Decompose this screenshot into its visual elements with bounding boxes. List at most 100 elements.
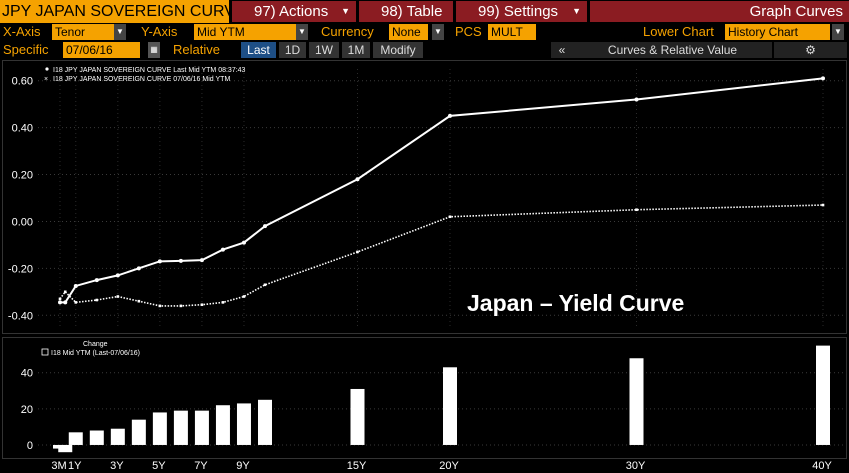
specific-date-input[interactable]: 07/06/16 [63,42,140,58]
data-point [73,283,78,288]
modify-button[interactable]: Modify [373,42,423,58]
yield-curve-chart[interactable]: 0.60 0.40 0.20 0.00 -0.20 -0.40 I18 JPY JAPAN… [3,61,846,333]
x-tick-label: 20Y [439,460,459,472]
data-point [95,298,99,302]
settings-menu-label: 99) Settings [478,3,559,20]
lower-chart-select[interactable]: History Chart [725,24,830,40]
x-tick-label: 1Y [68,460,82,472]
legend-marker-previous: × [44,76,48,83]
currency-label: Currency [321,24,374,39]
series-line-last [60,77,824,304]
data-point [58,300,62,305]
bar [443,367,457,445]
y-axis-ticks: 40 20 0 [21,368,33,452]
legend: I18 JPY JAPAN SOVEREIGN CURVE Last Mid Y… [44,67,246,83]
yaxis-select[interactable]: Mid YTM [194,24,296,40]
legend-entry-change: I18 Mid YTM (Last-07/06/16) [51,350,140,357]
period-button-1m[interactable]: 1M [342,42,370,58]
data-point [448,113,452,118]
bar [258,399,272,445]
x-axis: 3M 1Y 3Y 5Y 7Y 9Y 15Y 20Y 30Y 40Y [51,460,832,472]
data-point [63,300,68,305]
x-tick-label: 7Y [194,460,208,472]
data-point [821,76,825,81]
x-tick-label: 15Y [347,460,367,472]
data-point [74,301,78,304]
chevron-down-icon[interactable]: ▼ [832,24,844,40]
data-point [178,258,183,263]
currency-select[interactable]: None [389,24,428,40]
change-bar-chart[interactable]: 40 20 0 Change I18 Mid YTM (Last-07/06/16) [3,338,846,458]
specific-label: Specific [3,42,49,57]
pcs-input[interactable]: MULT [488,24,536,40]
data-point [221,301,225,304]
y-tick-label: -0.40 [8,310,33,322]
data-point [634,97,639,102]
data-point [136,266,141,271]
bar [58,444,73,453]
chart-annotation: Japan – Yield Curve [467,290,684,316]
data-point [94,278,99,283]
period-button-last[interactable]: Last [241,42,276,58]
bar [629,358,644,445]
x-tick-label: 40Y [812,460,832,472]
data-point [635,208,638,212]
data-point [263,283,267,287]
legend: Change I18 Mid YTM (Last-07/06/16) [41,341,140,357]
relative-label: Relative [173,42,220,57]
x-tick-label: 30Y [626,460,646,472]
actions-menu-button[interactable]: 97) Actions ▼ [232,1,356,22]
chevron-down-icon[interactable]: ▼ [432,24,444,40]
axis-settings-bar: X-Axis Tenor ▼ Y-Axis Mid YTM ▼ Currency… [0,23,849,41]
yield-curve-panel: 0.60 0.40 0.20 0.00 -0.20 -0.40 I18 JPY JAPAN… [2,60,847,334]
data-point [115,273,120,278]
calendar-icon[interactable]: ▦ [148,42,160,58]
collapse-icon[interactable]: « [551,42,573,58]
data-point [355,177,360,182]
legend-entry-previous: I18 JPY JAPAN SOVEREIGN CURVE 07/06/16 M… [53,76,230,83]
bar [816,345,830,445]
chart-grid [38,69,844,327]
bar [194,410,209,445]
x-tick-label: 9Y [236,460,250,472]
x-axis-ticks: 3M 1Y 3Y 5Y 7Y 9Y 15Y 20Y 30Y 40Y [51,460,832,472]
table-menu-button[interactable]: 98) Table [359,1,453,22]
settings-menu-button[interactable]: 99) Settings ▼ [456,1,587,22]
x-tick-label: 3Y [110,460,124,472]
change-panel: 40 20 0 Change I18 Mid YTM (Last-07/06/16) [2,337,847,459]
xaxis-label: X-Axis [3,24,41,39]
lower-chart-label: Lower Chart [643,24,714,39]
data-point [179,304,183,308]
graph-curves-menu[interactable]: Graph Curves [590,1,849,22]
data-point [448,215,452,219]
legend-marker-last [45,67,49,71]
period-button-1w[interactable]: 1W [309,42,339,58]
actions-menu-label: 97) Actions [254,3,329,20]
y-tick-label: 0.60 [12,76,33,88]
bars [53,345,830,453]
y-axis-ticks: 0.60 0.40 0.20 0.00 -0.20 -0.40 [8,76,33,323]
chevron-down-icon[interactable]: ▼ [114,24,126,40]
bar [68,432,83,445]
period-button-1d[interactable]: 1D [279,42,306,58]
bar [89,430,104,445]
legend-swatch [41,348,49,356]
chevron-down-icon[interactable]: ▼ [296,24,308,40]
yaxis-label: Y-Axis [141,24,178,39]
legend-entry-last: I18 JPY JAPAN SOVEREIGN CURVE Last Mid Y… [53,67,246,74]
data-point [158,304,162,308]
bar [350,388,365,445]
security-title-input[interactable]: JPY JAPAN SOVEREIGN CURVE [0,0,229,23]
x-tick-label: 3M [51,460,66,472]
bar [110,428,125,445]
gear-icon[interactable]: ⚙ [774,42,847,58]
xaxis-select[interactable]: Tenor [52,24,114,40]
data-point [220,247,225,252]
y-tick-label: 0.40 [12,123,33,135]
x-tick-label: 5Y [152,460,166,472]
curves-relative-value-button[interactable]: Curves & Relative Value [573,42,772,58]
data-point [241,240,246,245]
data-point [137,299,141,303]
bar [236,403,251,445]
legend-title: Change [83,341,108,348]
